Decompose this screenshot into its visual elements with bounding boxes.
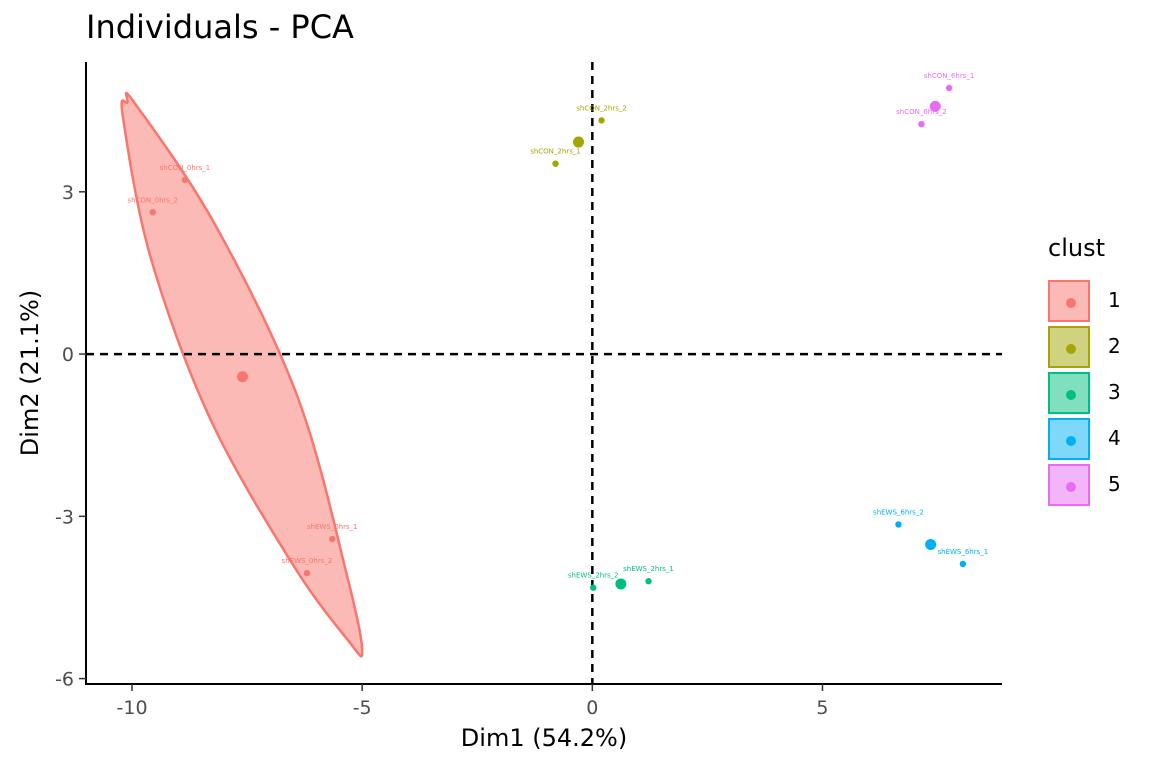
points-layer	[149, 84, 967, 591]
x-tick-label: -5	[353, 697, 372, 719]
centroid-cluster-1	[237, 371, 249, 383]
reference-lines	[86, 62, 1002, 684]
point-label: shCON_0hrs_2	[127, 196, 178, 204]
data-point-cluster-2	[598, 117, 605, 124]
axes: -10 -5 0 5 3 0 -3 -6 Dim1 (54.2%) Dim2 (21.1%)	[16, 62, 1002, 752]
point-label: shCON_6hrs_2	[896, 108, 947, 116]
centroid-cluster-3	[615, 578, 627, 590]
legend-dot	[1066, 390, 1076, 400]
data-point-cluster-1	[329, 535, 336, 543]
legend-item-4: 4	[1048, 418, 1152, 464]
legend-item-5: 5	[1048, 464, 1152, 510]
point-label: shEWS_6hrs_2	[873, 508, 924, 516]
data-point-cluster-1	[181, 176, 189, 184]
x-tick-label: 5	[816, 697, 828, 719]
y-tick-label: -3	[55, 506, 74, 528]
data-point-cluster-3	[645, 578, 652, 585]
data-point-cluster-4	[895, 521, 902, 528]
legend-dot	[1066, 344, 1076, 354]
y-tick-label: -6	[55, 669, 74, 691]
x-tick-label: 0	[586, 697, 598, 719]
x-tick-label: -10	[117, 697, 148, 719]
labels-layer: shCON_0hrs_1 shCON_0hrs_2 shEWS_0hrs_1 shEW…	[127, 72, 988, 580]
legend-dot	[1066, 482, 1076, 492]
point-label: shEWS_0hrs_1	[307, 523, 358, 531]
data-point-cluster-2	[552, 160, 559, 167]
data-point-cluster-1	[149, 209, 156, 216]
legend-item-1: 1	[1048, 280, 1152, 326]
point-label: shCON_2hrs_2	[576, 104, 627, 112]
y-tick-label: 3	[62, 182, 74, 204]
centroid-cluster-5	[929, 100, 941, 112]
point-label: shCON_0hrs_1	[160, 164, 211, 172]
legend-dot	[1066, 298, 1076, 308]
data-point-cluster-3	[590, 584, 597, 591]
legend-label: 3	[1108, 380, 1121, 404]
legend-label: 4	[1108, 426, 1121, 450]
legend-title: clust	[1048, 234, 1105, 262]
data-point-cluster-4	[959, 560, 967, 568]
legend-dot	[1066, 436, 1076, 446]
point-label: shEWS_6hrs_1	[937, 548, 988, 556]
legend-label: 2	[1108, 334, 1121, 358]
legend-key	[1048, 326, 1090, 368]
legend-key	[1048, 280, 1090, 322]
chart-title: Individuals - PCA	[86, 8, 354, 46]
legend-key	[1048, 418, 1090, 460]
point-label: shCON_6hrs_1	[924, 72, 975, 80]
y-tick-label: 0	[62, 344, 74, 366]
centroid-cluster-2	[573, 136, 585, 148]
point-label: shEWS_2hrs_1	[623, 565, 674, 573]
data-point-cluster-5	[945, 84, 953, 92]
centroid-cluster-4	[925, 538, 937, 550]
legend-item-3: 3	[1048, 372, 1152, 418]
point-label: shEWS_0hrs_2	[282, 557, 333, 565]
legend-label: 1	[1108, 288, 1121, 312]
point-label: shCON_2hrs_1	[530, 148, 581, 156]
point-label: shEWS_2hrs_2	[568, 572, 619, 580]
legend-item-2: 2	[1048, 326, 1152, 372]
legend-label: 5	[1108, 472, 1121, 496]
data-point-cluster-1	[303, 569, 311, 577]
legend-key	[1048, 372, 1090, 414]
data-point-cluster-5	[918, 121, 925, 128]
x-axis-label: Dim1 (54.2%)	[461, 724, 627, 752]
y-axis-label: Dim2 (21.1%)	[16, 290, 44, 456]
legend-key	[1048, 464, 1090, 506]
